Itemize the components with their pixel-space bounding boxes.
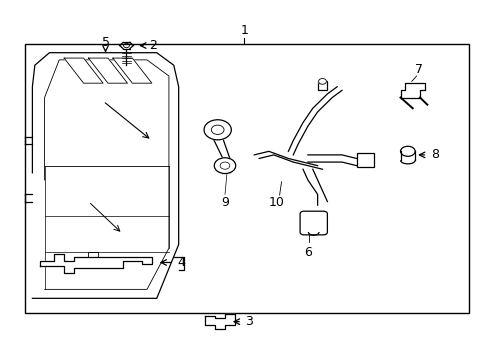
Text: 9: 9 <box>221 196 228 209</box>
Polygon shape <box>400 83 424 98</box>
Circle shape <box>318 78 326 84</box>
Polygon shape <box>88 58 127 83</box>
Text: 3: 3 <box>245 315 253 328</box>
Bar <box>400 154 414 160</box>
Circle shape <box>203 120 231 140</box>
Text: 4: 4 <box>177 256 184 269</box>
Text: 6: 6 <box>304 246 311 259</box>
Polygon shape <box>113 58 152 83</box>
Bar <box>25 44 468 313</box>
Text: 5: 5 <box>102 36 109 49</box>
Polygon shape <box>32 53 178 298</box>
Bar <box>356 153 373 167</box>
Bar <box>317 81 327 90</box>
FancyBboxPatch shape <box>300 211 327 235</box>
Polygon shape <box>64 58 103 83</box>
Circle shape <box>211 125 224 134</box>
Text: 1: 1 <box>240 23 248 37</box>
Polygon shape <box>40 253 152 273</box>
Text: 8: 8 <box>430 148 438 161</box>
Circle shape <box>220 162 229 169</box>
Polygon shape <box>205 315 234 329</box>
Ellipse shape <box>400 146 414 156</box>
Circle shape <box>214 158 235 174</box>
Text: 10: 10 <box>268 196 284 209</box>
Text: 7: 7 <box>414 63 422 76</box>
Text: 2: 2 <box>149 39 157 52</box>
